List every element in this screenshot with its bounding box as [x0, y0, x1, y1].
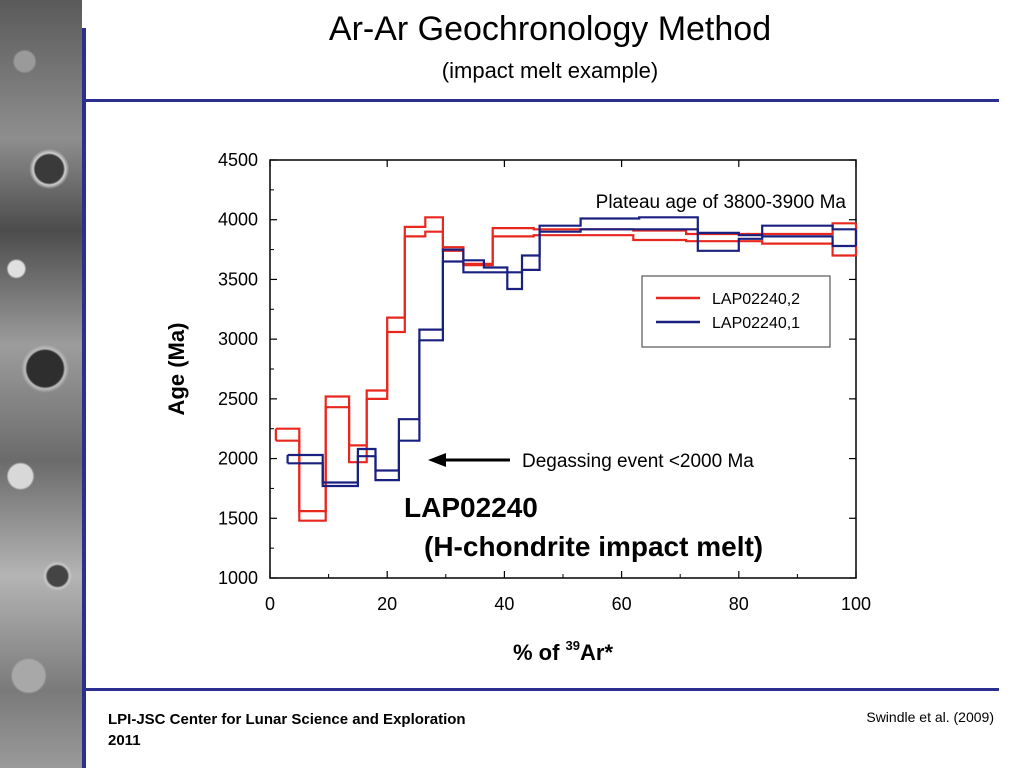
age-step	[833, 223, 856, 255]
age-step	[425, 217, 443, 231]
y-tick-label: 2500	[218, 389, 258, 409]
x-tick-label: 0	[265, 594, 275, 614]
footer-institution-line1: LPI-JSC Center for Lunar Science and Exp…	[108, 711, 466, 728]
y-tick-label: 4500	[218, 150, 258, 170]
footer-institution-line2: 2011	[108, 732, 141, 749]
age-step	[507, 272, 522, 289]
age-step	[633, 230, 686, 240]
legend: LAP02240,2 LAP02240,1	[641, 275, 831, 348]
series-blue	[286, 216, 858, 488]
plateau-annotation: Plateau age of 3800-3900 Ma	[596, 192, 847, 213]
age-step	[833, 229, 856, 246]
plot-frame	[269, 159, 857, 579]
x-axis-label-prefix: % of	[513, 640, 566, 665]
series-red	[274, 216, 858, 522]
age-step	[463, 260, 484, 272]
legend-box	[641, 275, 831, 348]
footer-institution: LPI-JSC Center for Lunar Science and Exp…	[108, 709, 466, 751]
y-tick-label: 3000	[218, 329, 258, 349]
legend-label-red: LAP02240,2	[712, 291, 800, 308]
age-step	[326, 396, 349, 407]
age-step	[276, 429, 299, 441]
age-step	[375, 471, 398, 481]
x-tick-label: 20	[377, 594, 397, 614]
age-step	[419, 330, 442, 341]
legend-label-blue: LAP02240,1	[712, 315, 800, 332]
age-step	[493, 228, 534, 236]
age-step	[387, 318, 405, 332]
x-axis-label-suffix: Ar*	[580, 640, 613, 665]
footer-rule	[86, 688, 999, 691]
age-step	[299, 511, 325, 521]
y-tick-label: 3500	[218, 269, 258, 289]
age-step	[288, 455, 323, 463]
y-tick-label: 1000	[218, 568, 258, 588]
age-step	[367, 390, 388, 398]
y-axis-label: Age (Ma)	[164, 323, 189, 416]
y-tick-label: 2000	[218, 449, 258, 469]
lunar-surface-image	[0, 0, 82, 768]
age-step	[399, 419, 420, 440]
x-tick-label: 80	[729, 594, 749, 614]
slide-subtitle: (impact melt example)	[441, 58, 659, 83]
series-upper-bound	[287, 216, 856, 484]
sample-name: LAP02240	[404, 492, 538, 523]
y-tick-label: 1500	[218, 508, 258, 528]
age-step	[639, 217, 698, 229]
x-tick-label: 60	[612, 594, 632, 614]
footer-citation: Swindle et al. (2009)	[866, 709, 994, 725]
degassing-annotation: Degassing event <2000 Ma	[522, 451, 754, 472]
age-step	[522, 256, 540, 270]
x-axis-label-sup: 39	[566, 638, 580, 653]
degassing-arrow-head	[428, 453, 446, 467]
slide-title: Ar-Ar Geochronology Method	[328, 10, 772, 48]
y-tick-label: 4000	[218, 210, 258, 230]
vertical-rule	[82, 28, 86, 768]
x-tick-label: 40	[494, 594, 514, 614]
age-step	[405, 227, 426, 237]
series-lower-bound	[287, 228, 856, 488]
age-step	[581, 219, 640, 230]
x-tick-label: 100	[841, 594, 871, 614]
sample-type: (H-chondrite impact melt)	[424, 531, 763, 562]
x-axis-label: % of 39Ar*	[513, 638, 613, 665]
series-upper-bound	[275, 216, 856, 513]
series-lower-bound	[275, 230, 856, 522]
header-rule	[86, 99, 999, 102]
